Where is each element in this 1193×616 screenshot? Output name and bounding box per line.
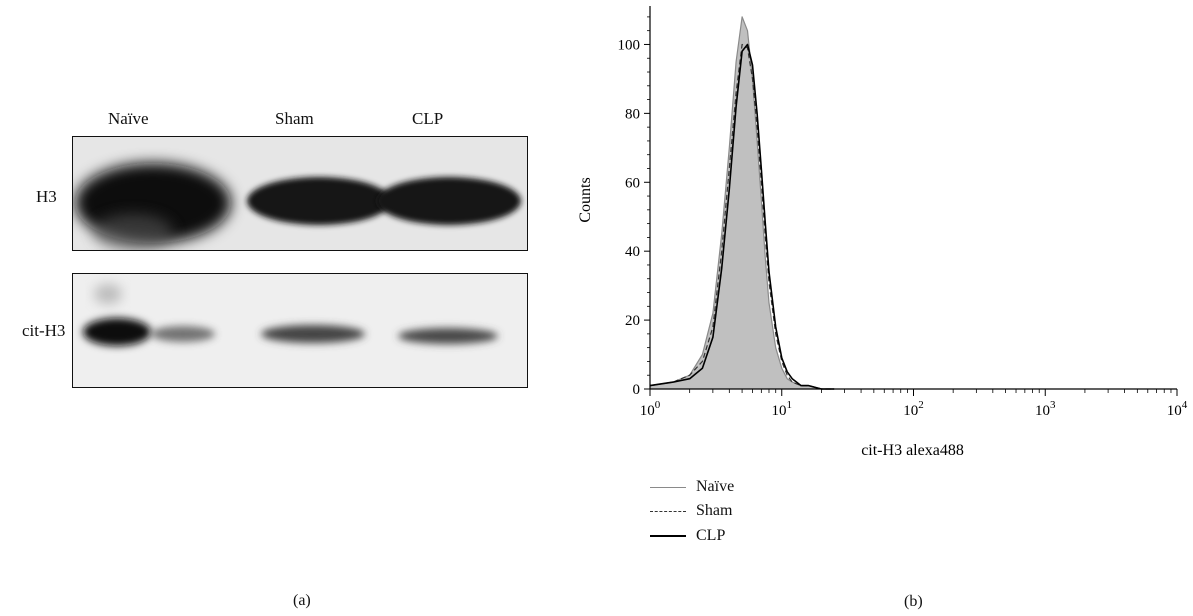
- legend-label-naive: Naïve: [696, 478, 735, 495]
- row-label-cit-h3: cit-H3: [22, 321, 66, 340]
- cit-h3-band-sham: [261, 325, 365, 343]
- legend-item-naive: Naïve: [650, 478, 734, 496]
- y-tick-label: 80: [625, 106, 640, 122]
- panel-a-label: (a): [293, 592, 311, 609]
- x-axis-title: cit-H3 alexa488: [861, 442, 964, 459]
- lane-label-clp: CLP: [412, 109, 444, 128]
- h3-band-sham: [247, 177, 391, 225]
- x-tick-label: 100: [640, 399, 661, 419]
- legend-swatch-naive: [650, 486, 686, 488]
- y-tick-label: 40: [625, 244, 640, 260]
- series-layer: [649, 16, 835, 390]
- y-tick-label: 20: [625, 313, 640, 329]
- cit-h3-bands: [73, 274, 527, 387]
- legend-label-clp: CLP: [696, 527, 726, 544]
- cit-h3-blot-image: [72, 273, 528, 388]
- x-tick-label: 101: [772, 399, 793, 419]
- legend-item-sham: Sham: [650, 502, 732, 520]
- series-line-clp: [649, 43, 835, 390]
- cit-h3-band-naive: [83, 318, 151, 346]
- axes-layer: [644, 6, 1178, 396]
- h3-blot-image: [72, 136, 528, 251]
- labels-layer: 0 20 40 60 80 100 100 101 102 103 104 cit-H3 alexa4…: [577, 37, 1188, 459]
- y-tick-label: 0: [633, 382, 641, 398]
- y-axis-title: Counts: [577, 177, 594, 222]
- x-tick-label: 102: [903, 399, 924, 419]
- cit-h3-band-clp: [398, 328, 498, 344]
- x-tick-label: 103: [1035, 399, 1056, 419]
- y-tick-label: 60: [625, 175, 640, 191]
- series-area-naive: [650, 16, 835, 390]
- lane-label-naive: Naïve: [108, 109, 149, 128]
- legend-swatch-clp: [650, 535, 686, 537]
- series-line-sham: [649, 43, 835, 390]
- row-label-h3: H3: [36, 187, 57, 206]
- lane-label-sham: Sham: [275, 109, 314, 128]
- legend-swatch-sham: [650, 510, 686, 512]
- x-tick-label: 104: [1167, 399, 1188, 419]
- h3-bands: [73, 137, 527, 250]
- panel-b-label: (b): [904, 593, 923, 610]
- y-tick-label: 100: [618, 37, 641, 53]
- h3-band-clp: [377, 177, 521, 225]
- legend-item-clp: CLP: [650, 527, 725, 545]
- legend-label-sham: Sham: [696, 502, 733, 519]
